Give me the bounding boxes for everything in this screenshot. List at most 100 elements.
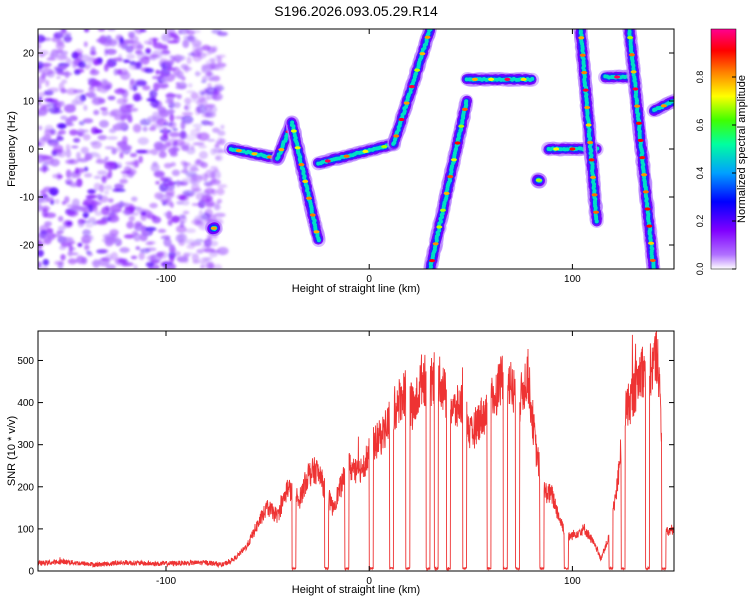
noise-blob (53, 65, 65, 72)
noise-blob (99, 107, 108, 111)
track-hot-spot (649, 258, 656, 263)
noise-blob (38, 249, 44, 258)
noise-blob (116, 98, 128, 105)
spectrogram-track (204, 220, 223, 236)
noise-blob (82, 236, 95, 242)
track-hot-spot (313, 230, 320, 234)
figure-title: S196.2026.093.05.29.R14 (274, 3, 438, 19)
noise-blob (56, 131, 62, 139)
noise-blob (204, 111, 217, 118)
track-hot-spot (535, 178, 542, 182)
track-hot-spot (660, 104, 667, 108)
track-cell (637, 135, 642, 140)
noise-blob (190, 92, 199, 100)
noise-blob (39, 104, 47, 111)
spectrogram-y-axis-label: Frequency (Hz) (6, 111, 18, 187)
spectrogram-track (285, 115, 326, 248)
noise-blob (78, 61, 87, 69)
noise-blob (167, 40, 179, 44)
noise-blob (130, 255, 138, 260)
track-hot-spot (569, 147, 576, 151)
track-hot-spot (641, 173, 648, 177)
noise-blob (125, 45, 134, 54)
noise-blob (105, 236, 116, 245)
track-cell (464, 99, 469, 104)
noise-blob (165, 188, 175, 197)
noise-blob (84, 64, 90, 70)
track-hot-spot (398, 117, 405, 122)
colorbar-gradient (710, 28, 737, 270)
noise-blob (115, 121, 128, 130)
track-hot-spot (585, 123, 592, 127)
noise-blob (44, 212, 57, 219)
noise-blob (101, 109, 109, 116)
snr-series-line (38, 331, 674, 571)
noise-blob (194, 238, 204, 243)
spectrogram-y-tick-label: -10 (20, 193, 35, 204)
noise-blob (220, 249, 226, 255)
noise-blob (191, 219, 202, 225)
noise-blob (105, 48, 117, 55)
noise-blob (126, 221, 135, 229)
track-hot-spot (578, 36, 585, 40)
noise-blob (181, 118, 193, 125)
noise-blob (83, 166, 89, 172)
noise-blob (121, 135, 128, 144)
snr-y-tick-label: 200 (17, 482, 34, 493)
noise-blob (163, 264, 173, 269)
track-hot-spot (324, 159, 331, 163)
noise-blob (135, 61, 142, 70)
noise-blob (69, 241, 76, 245)
noise-blob (181, 200, 190, 206)
noise-blob (191, 253, 200, 262)
spectrogram-image (38, 29, 674, 269)
noise-blob (101, 176, 107, 184)
noise-blob (158, 60, 163, 67)
noise-blob (200, 91, 205, 95)
noise-blob (76, 151, 81, 161)
noise-blob (84, 244, 90, 251)
noise-blob (216, 188, 225, 196)
noise-blob (216, 137, 224, 145)
noise-blob (140, 211, 147, 216)
noise-blob (205, 63, 216, 70)
noise-blob (119, 178, 128, 184)
noise-blob (50, 142, 60, 146)
colorbar-label: Normalized spectral amplitude (736, 75, 748, 223)
noise-blob (121, 174, 128, 178)
track-hot-spot (471, 77, 478, 81)
noise-blob (38, 156, 43, 164)
noise-blob (216, 171, 221, 179)
noise-blob (211, 90, 219, 95)
noise-blob (40, 37, 52, 41)
noise-blob (192, 44, 203, 52)
noise-blob (209, 58, 216, 62)
track-hot-spot (642, 190, 649, 194)
noise-blob (130, 35, 139, 43)
noise-blob (119, 247, 130, 253)
noise-blob (186, 30, 196, 36)
noise-blob (40, 72, 47, 80)
noise-blob (150, 56, 157, 61)
track-hot-spot (210, 226, 217, 230)
track-hot-spot (553, 147, 560, 151)
track-hot-spot (614, 75, 621, 79)
track-hot-spot (419, 52, 426, 56)
noise-blob (86, 252, 93, 257)
colorbar-ticks: 0.0 0.2 0.4 0.6 0.8 (695, 71, 736, 275)
noise-blob (134, 221, 142, 228)
noise-blob (157, 106, 166, 112)
noise-blob (56, 54, 68, 61)
noise-blob (39, 137, 51, 141)
noise-blob (42, 258, 50, 266)
noise-blob (136, 51, 145, 56)
noise-blob (67, 258, 78, 265)
noise-blob (69, 129, 79, 136)
track-hot-spot (447, 175, 454, 179)
noise-blob (80, 146, 89, 154)
noise-blob (169, 113, 175, 122)
snr-y-tick-label: 0 (28, 567, 34, 578)
noise-blob (108, 198, 114, 203)
noise-blob (177, 70, 184, 80)
